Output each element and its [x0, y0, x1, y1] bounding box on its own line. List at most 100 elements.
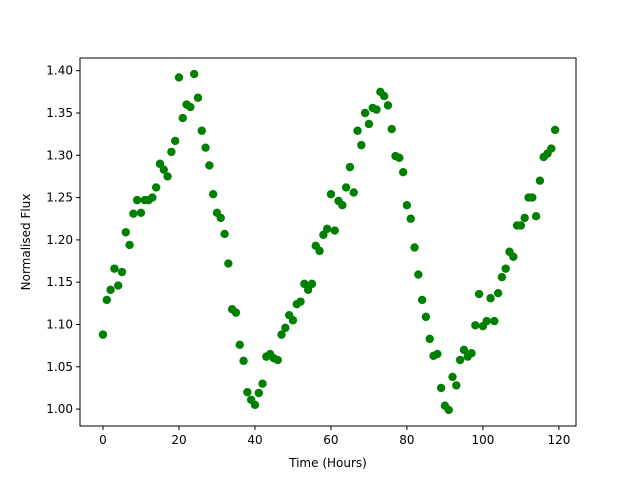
y-tick-label: 1.15 — [46, 275, 73, 289]
point — [220, 229, 229, 239]
point — [547, 144, 556, 153]
point — [231, 308, 241, 317]
point — [497, 272, 507, 282]
point — [197, 126, 206, 135]
point — [531, 211, 541, 221]
point — [254, 388, 263, 398]
point — [273, 355, 282, 365]
point — [433, 349, 442, 359]
y-axis-label: Normalised Flux — [19, 194, 33, 291]
y-tick-label: 1.30 — [46, 148, 73, 162]
point — [322, 224, 332, 234]
point — [178, 113, 187, 123]
y-tick-label: 1.20 — [46, 233, 73, 247]
x-tick-label: 60 — [323, 433, 338, 447]
y-tick-label: 1.40 — [46, 64, 73, 78]
y-tick-label: 1.05 — [46, 360, 73, 374]
point — [121, 228, 130, 237]
plot-frame — [79, 57, 577, 427]
point — [110, 264, 119, 273]
point — [372, 105, 381, 114]
point — [436, 383, 446, 393]
point — [341, 183, 351, 192]
point — [106, 285, 115, 294]
point — [250, 400, 260, 410]
point — [448, 372, 457, 382]
point — [174, 73, 184, 82]
point — [113, 281, 123, 290]
point — [148, 193, 157, 202]
point — [349, 188, 358, 197]
point — [243, 387, 252, 397]
point — [444, 405, 453, 415]
point — [216, 213, 225, 223]
point — [421, 312, 431, 322]
point — [338, 201, 347, 210]
point — [208, 190, 218, 199]
point — [509, 252, 518, 262]
x-tick-label: 80 — [399, 433, 414, 447]
point — [490, 316, 499, 326]
point — [467, 349, 476, 358]
point — [364, 119, 374, 129]
point — [486, 294, 495, 303]
point — [326, 190, 336, 199]
x-axis-label: Time (Hours) — [288, 456, 367, 470]
point — [132, 195, 142, 205]
point — [353, 126, 362, 135]
point — [410, 243, 419, 252]
point — [452, 381, 461, 390]
point — [360, 108, 370, 118]
point — [102, 295, 111, 305]
x-tick-label: 0 — [99, 433, 107, 447]
point — [186, 102, 195, 112]
point — [520, 213, 529, 223]
y-tick-label: 1.00 — [46, 402, 73, 416]
x-tick-label: 100 — [471, 433, 494, 447]
point — [455, 355, 465, 365]
point — [125, 240, 134, 250]
point — [516, 221, 526, 230]
point — [501, 264, 510, 273]
point — [277, 330, 286, 339]
point — [379, 91, 389, 101]
point — [471, 321, 480, 330]
x-tick-label: 120 — [547, 433, 570, 447]
point — [357, 140, 366, 150]
point — [482, 316, 491, 326]
point — [425, 334, 434, 344]
point — [535, 176, 545, 185]
point — [550, 125, 560, 135]
point — [117, 267, 127, 277]
point — [151, 183, 161, 192]
point — [193, 93, 203, 102]
point — [129, 209, 138, 218]
point — [402, 201, 412, 210]
y-tick-label: 1.25 — [46, 191, 73, 205]
point — [281, 323, 290, 333]
point — [288, 316, 298, 325]
point — [239, 356, 248, 366]
point — [163, 172, 172, 181]
point — [315, 246, 324, 256]
point — [98, 330, 108, 339]
point — [205, 161, 214, 170]
point — [296, 297, 305, 306]
point — [528, 193, 537, 202]
point — [159, 165, 168, 174]
x-tick-label: 40 — [247, 433, 262, 447]
point — [167, 147, 176, 157]
point — [493, 288, 503, 298]
x-tick-label: 20 — [171, 433, 186, 447]
point — [307, 279, 317, 289]
point — [387, 124, 396, 134]
point — [417, 295, 427, 305]
point — [136, 208, 146, 218]
point — [395, 153, 404, 163]
point — [170, 136, 180, 146]
point — [383, 101, 393, 110]
point — [414, 270, 423, 279]
point — [474, 289, 484, 299]
